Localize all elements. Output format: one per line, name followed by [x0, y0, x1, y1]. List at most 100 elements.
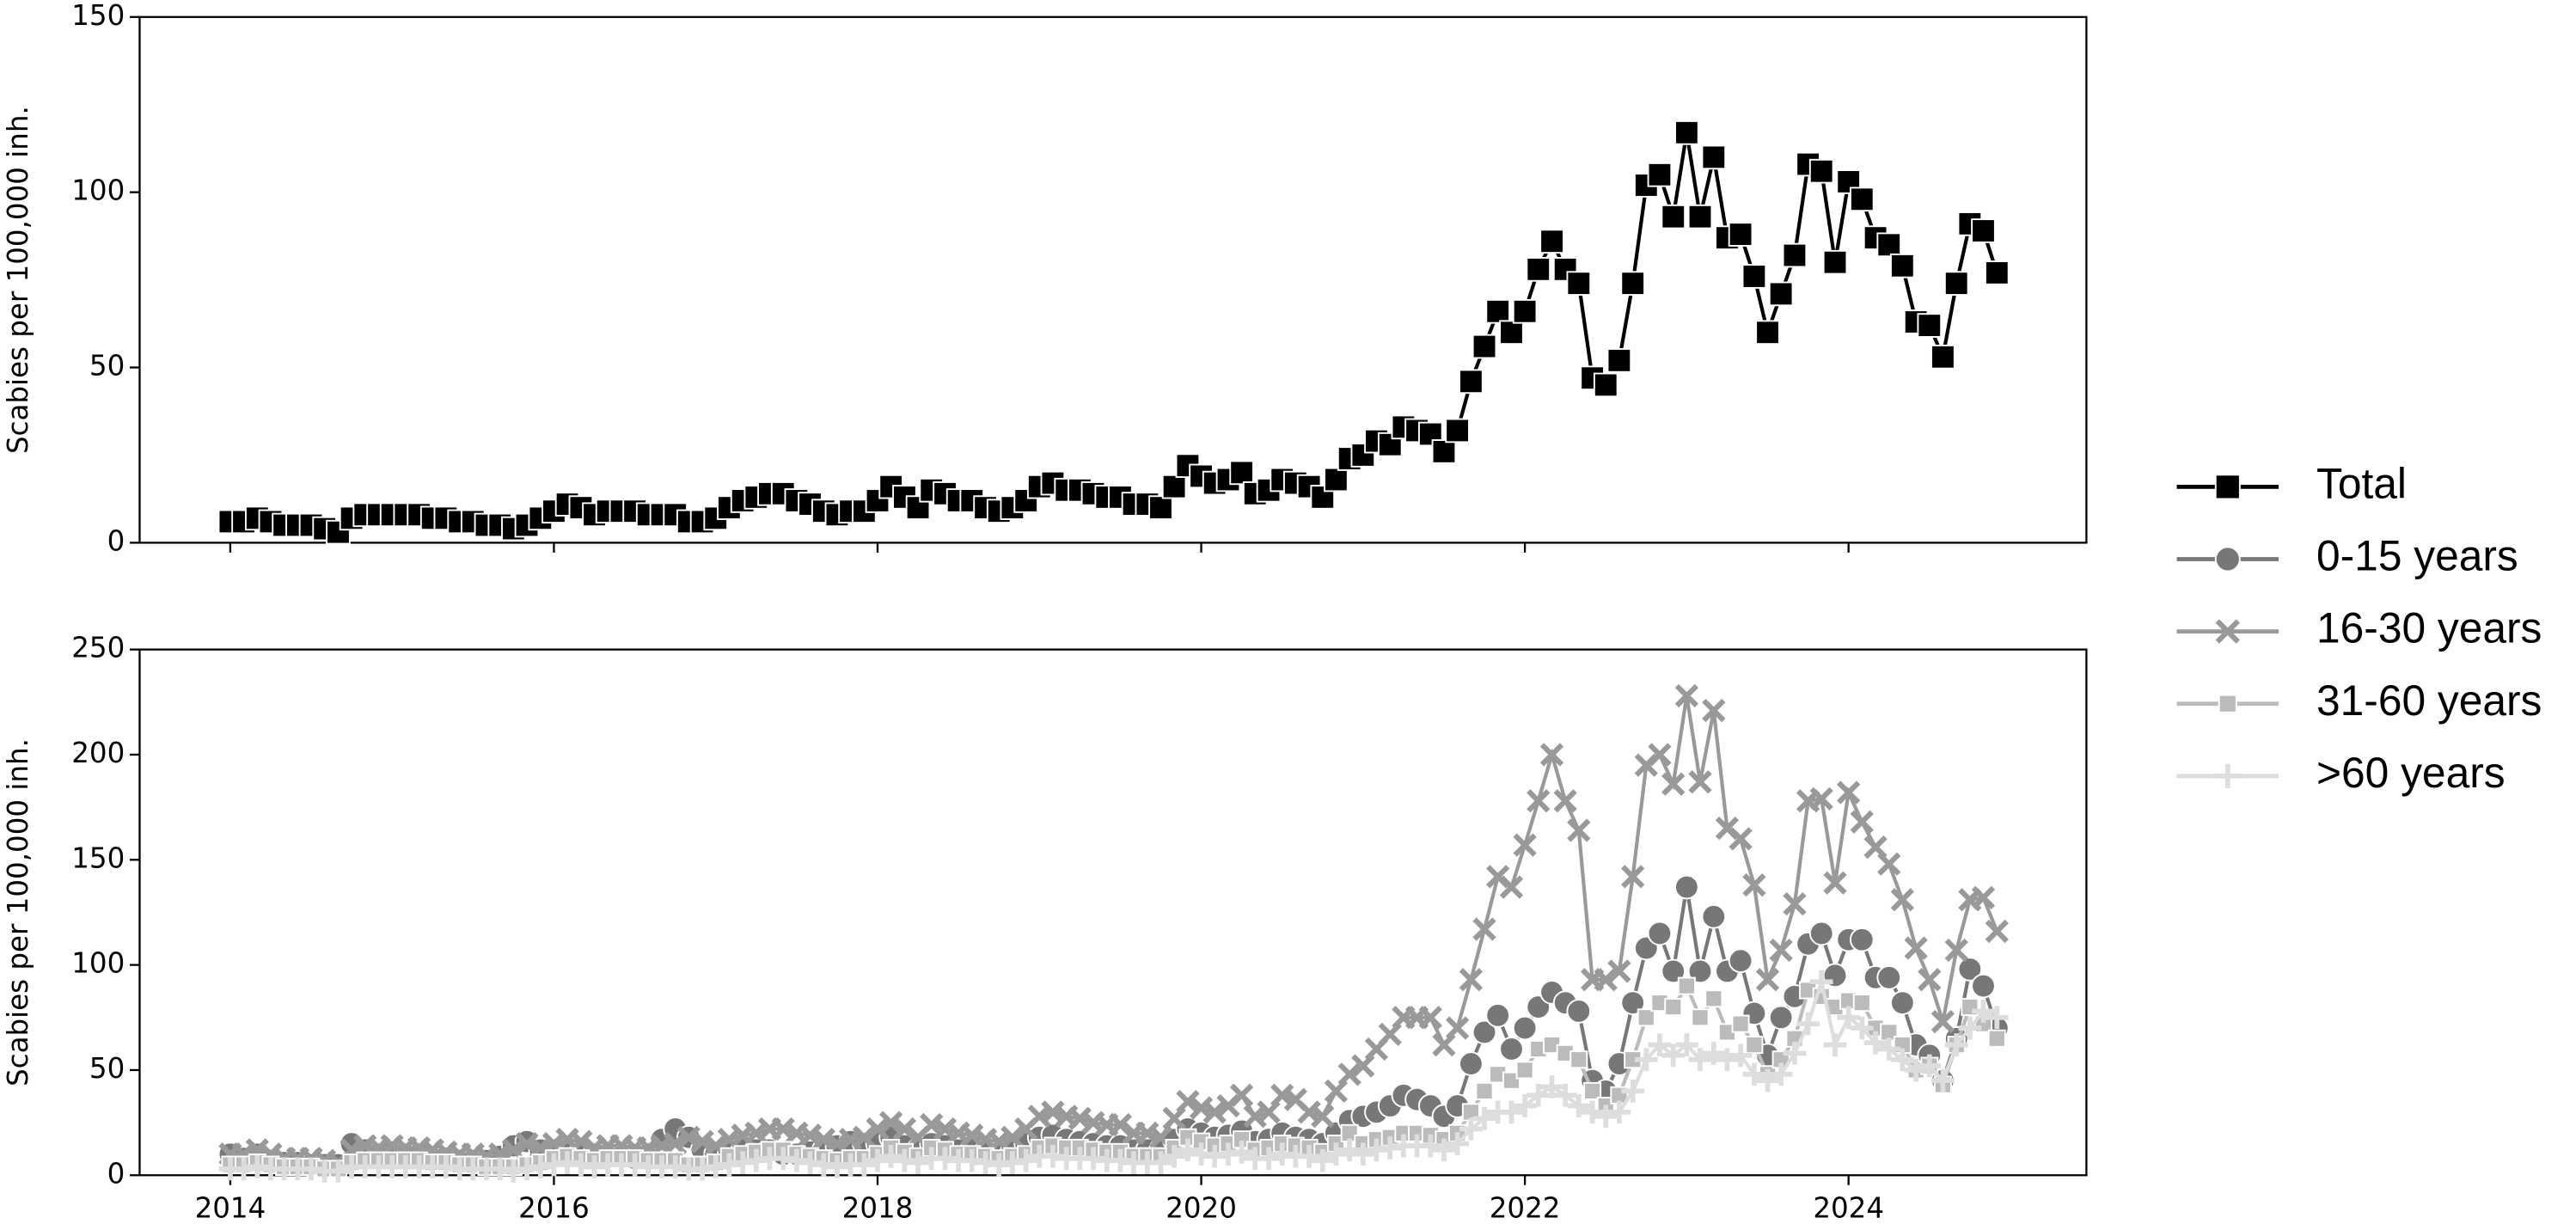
marker — [1808, 158, 1834, 184]
marker — [1971, 218, 1996, 243]
legend-marker — [2214, 546, 2241, 572]
marker — [1257, 1147, 1281, 1171]
marker — [1729, 827, 1753, 851]
marker — [1716, 1048, 1739, 1072]
plot-content — [217, 683, 2010, 1183]
marker — [1674, 874, 1699, 900]
marker — [1930, 1010, 1955, 1034]
marker — [1311, 1105, 1335, 1129]
marker — [1958, 1016, 1982, 1040]
marker — [1351, 1142, 1375, 1166]
marker — [1068, 1106, 1092, 1130]
marker — [960, 1123, 984, 1147]
marker — [1755, 320, 1780, 346]
marker — [1944, 938, 1968, 963]
marker — [1769, 1062, 1793, 1086]
marker — [1566, 271, 1592, 296]
marker — [1768, 1005, 1794, 1031]
marker — [1583, 1081, 1602, 1100]
marker — [1515, 1061, 1534, 1080]
marker — [892, 1117, 917, 1141]
marker — [1513, 1094, 1537, 1117]
marker — [1621, 1080, 1645, 1103]
marker — [920, 1112, 944, 1137]
marker — [1539, 743, 1564, 767]
marker — [852, 1125, 877, 1149]
marker — [1324, 467, 1349, 493]
marker — [1553, 789, 1577, 813]
marker — [1944, 1033, 1968, 1056]
plot-content — [217, 119, 2010, 545]
marker — [1729, 1043, 1753, 1068]
marker — [1971, 973, 1996, 999]
marker — [1041, 1100, 1065, 1124]
marker — [1985, 1006, 2009, 1030]
x-tick-label: 2018 — [842, 1191, 914, 1224]
marker — [1701, 144, 1727, 170]
marker — [1594, 968, 1618, 992]
marker — [1000, 1125, 1025, 1149]
marker — [1877, 1037, 1901, 1061]
x-tick-label: 2016 — [518, 1191, 590, 1224]
marker — [811, 1128, 835, 1152]
marker — [1688, 1048, 1712, 1072]
marker — [1647, 921, 1673, 946]
marker — [1162, 1144, 1186, 1168]
marker — [1229, 460, 1254, 486]
marker — [1297, 1100, 1321, 1124]
marker — [1985, 919, 2009, 944]
marker — [1741, 264, 1767, 289]
marker — [1472, 334, 1497, 359]
marker — [1943, 271, 1969, 296]
marker — [1808, 921, 1834, 946]
marker — [1594, 1105, 1618, 1129]
marker — [1702, 1041, 1726, 1065]
marker — [1527, 789, 1551, 813]
y-tick-label: 50 — [89, 350, 125, 382]
marker — [515, 1131, 539, 1156]
marker — [1620, 271, 1646, 296]
marker — [1634, 1048, 1658, 1072]
marker — [1918, 968, 1942, 992]
marker — [865, 488, 890, 513]
marker — [1822, 249, 1848, 275]
marker — [1917, 313, 1943, 338]
marker — [1606, 348, 1632, 373]
marker — [1987, 1029, 2006, 1048]
marker — [1499, 320, 1524, 346]
marker — [1459, 1051, 1484, 1076]
marker — [1837, 1006, 1861, 1030]
marker — [1135, 1121, 1160, 1145]
marker — [1664, 998, 1683, 1017]
marker — [1957, 957, 1983, 982]
marker — [1502, 1071, 1521, 1090]
marker — [866, 1148, 890, 1172]
legend-label: 16-30 years — [2316, 604, 2542, 652]
marker — [1702, 698, 1726, 723]
marker — [1527, 1083, 1551, 1107]
legend-label: 0-15 years — [2316, 532, 2518, 580]
marker — [1445, 418, 1470, 444]
marker — [1890, 1048, 1914, 1072]
marker — [1823, 1033, 1847, 1056]
marker — [1243, 1105, 1267, 1129]
y-tick-label: 250 — [71, 632, 125, 664]
marker — [1621, 865, 1645, 889]
marker — [1890, 990, 1915, 1015]
marker — [1852, 994, 1871, 1013]
y-tick-label: 100 — [71, 174, 125, 207]
legend-label: >60 years — [2316, 749, 2506, 797]
marker — [1704, 989, 1723, 1008]
x-tick-label: 2022 — [1490, 1191, 1561, 1224]
marker — [1809, 970, 1833, 994]
marker — [1783, 1041, 1807, 1065]
legend-marker — [2215, 763, 2240, 788]
marker — [1432, 1138, 1456, 1162]
y-tick-label: 200 — [71, 737, 125, 769]
legend-marker — [2218, 694, 2237, 713]
marker — [1661, 772, 1686, 796]
marker — [1745, 1036, 1764, 1055]
marker — [1918, 1054, 1942, 1078]
marker — [1270, 1083, 1294, 1107]
marker — [1500, 1100, 1523, 1124]
